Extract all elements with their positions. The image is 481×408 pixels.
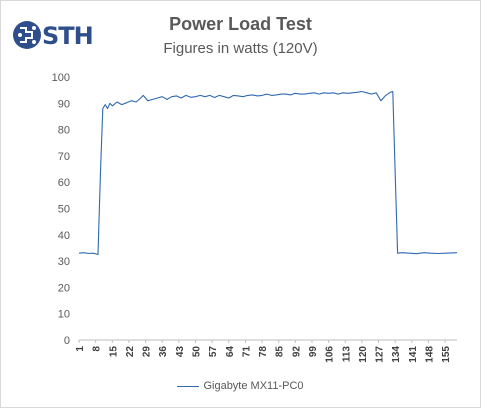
x-tick-label: 8 <box>92 346 103 352</box>
x-tick-label: 113 <box>341 346 352 363</box>
y-tick-label: 60 <box>58 177 70 189</box>
x-tick-label: 36 <box>158 346 169 358</box>
y-tick-label: 80 <box>58 125 70 137</box>
x-tick-label: 71 <box>241 346 252 358</box>
x-tick-label: 134 <box>391 346 402 363</box>
x-tick-label: 120 <box>358 346 369 363</box>
y-tick-label: 50 <box>58 204 70 216</box>
chart-subtitle: Figures in watts (120V) <box>163 40 318 57</box>
x-tick-label: 15 <box>108 346 119 358</box>
x-tick-label: 141 <box>408 346 419 363</box>
logo-text: STH <box>42 22 94 50</box>
y-tick-label: 0 <box>64 335 70 347</box>
x-tick-label: 106 <box>325 346 336 363</box>
x-tick-label: 155 <box>441 346 452 363</box>
y-tick-label: 70 <box>58 151 70 163</box>
y-tick-label: 40 <box>58 230 70 242</box>
x-tick-label: 78 <box>258 346 269 358</box>
legend-label: Gigabyte MX11-PC0 <box>203 380 304 392</box>
x-tick-label: 127 <box>375 346 386 363</box>
y-tick-label: 90 <box>58 98 70 110</box>
x-tick-label: 22 <box>125 346 136 358</box>
y-tick-label: 30 <box>58 256 70 268</box>
legend-swatch <box>177 385 200 387</box>
x-tick-label: 43 <box>175 346 186 358</box>
y-tick-label: 100 <box>52 72 70 84</box>
x-tick-label: 92 <box>291 346 302 358</box>
x-tick-label: 1 <box>75 346 86 352</box>
y-tick-label: 20 <box>58 282 70 294</box>
chart-title: Power Load Test <box>169 14 312 34</box>
x-tick-label: 148 <box>424 346 435 363</box>
y-tick-label: 10 <box>58 309 70 321</box>
x-tick-label: 29 <box>142 346 153 358</box>
legend: Gigabyte MX11-PC0 <box>0 380 481 392</box>
x-tick-label: 57 <box>208 346 219 358</box>
x-tick-label: 85 <box>275 346 286 358</box>
x-tick-label: 99 <box>308 346 319 358</box>
sth-logo-icon <box>13 21 41 49</box>
series-line-0 <box>78 90 458 256</box>
x-tick-label: 50 <box>191 346 202 358</box>
x-tick-label: 64 <box>225 346 236 358</box>
